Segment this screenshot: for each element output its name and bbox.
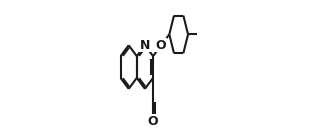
Text: O: O: [148, 115, 158, 128]
Text: N: N: [140, 39, 150, 52]
Text: O: O: [156, 39, 167, 52]
